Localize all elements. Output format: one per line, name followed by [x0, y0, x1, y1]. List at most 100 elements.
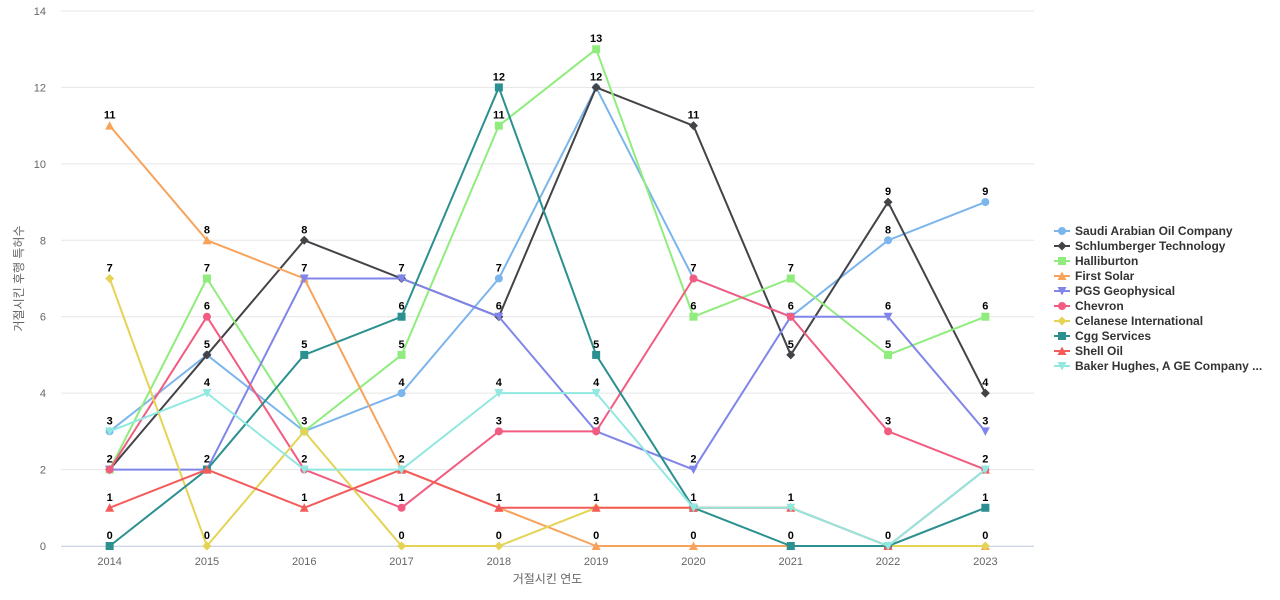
legend-item[interactable]: Saudi Arabian Oil Company	[1054, 224, 1233, 238]
series-7	[105, 274, 990, 551]
data-label: 5	[398, 339, 404, 351]
legend-item[interactable]: PGS Geophysical	[1054, 284, 1175, 298]
legend-symbol	[1057, 362, 1067, 371]
y-axis: 0 2 4 6 8 10 12 14	[34, 6, 46, 553]
data-point	[884, 236, 893, 245]
x-tick-label: 2021	[779, 556, 803, 568]
data-label: 8	[204, 224, 210, 236]
data-point	[397, 465, 407, 475]
data-label: 5	[788, 339, 794, 351]
data-point	[300, 350, 309, 359]
data-label: 13	[590, 33, 602, 45]
data-point	[202, 541, 212, 551]
data-point	[494, 503, 504, 512]
data-point	[688, 121, 698, 131]
x-tick-label: 2017	[389, 556, 413, 568]
data-label: 2	[301, 454, 307, 466]
data-label: 1	[690, 492, 696, 504]
data-label: 0	[204, 530, 210, 542]
legend-label: Halliburton	[1075, 254, 1138, 268]
series-4	[105, 121, 990, 550]
legend-item[interactable]: First Solar	[1054, 269, 1135, 283]
data-label: 4	[982, 377, 989, 389]
data-label: 5	[301, 339, 307, 351]
data-point	[494, 541, 504, 551]
series-5	[105, 274, 990, 475]
data-point	[786, 503, 796, 513]
data-label: 7	[107, 263, 113, 275]
data-label: 7	[496, 263, 502, 275]
data-point	[980, 388, 990, 398]
x-tick-label: 2014	[97, 556, 121, 568]
data-point	[202, 274, 211, 283]
data-label: 0	[788, 530, 794, 542]
data-point	[397, 503, 406, 512]
data-label: 8	[301, 224, 307, 236]
data-label: 11	[493, 110, 505, 122]
legend-symbol	[1057, 271, 1067, 280]
data-point	[494, 312, 504, 322]
data-label: 2	[982, 454, 988, 466]
series-10	[105, 389, 990, 551]
data-label: 7	[301, 263, 307, 275]
data-point	[689, 274, 698, 283]
x-tick-label: 2022	[876, 556, 900, 568]
data-point	[786, 350, 796, 360]
data-label: 11	[104, 110, 116, 122]
data-label: 6	[982, 301, 988, 313]
legend-item[interactable]: Baker Hughes, A GE Company ...	[1054, 359, 1262, 373]
data-point	[105, 121, 115, 130]
data-point	[299, 274, 309, 283]
data-label: 12	[590, 71, 602, 83]
data-label: 6	[885, 301, 891, 313]
data-label: 6	[398, 301, 404, 313]
legend-label: Celanese International	[1075, 314, 1203, 328]
data-label: 2	[204, 454, 210, 466]
series-line	[108, 277, 986, 509]
series-layer	[105, 45, 990, 551]
legend-symbol	[1058, 227, 1066, 235]
series-line	[109, 468, 986, 547]
x-axis: 2014 2015 2016 2017 2018 2019 2020 2021 2022 2023	[61, 546, 1034, 568]
legend-item[interactable]: Halliburton	[1054, 254, 1138, 268]
data-point	[299, 426, 309, 436]
y-tick-label: 14	[34, 6, 46, 18]
data-label: 3	[593, 415, 599, 427]
legend-item[interactable]: Cgg Services	[1054, 329, 1151, 343]
data-point	[397, 312, 406, 321]
legend-symbol	[1057, 316, 1067, 326]
data-label: 0	[885, 530, 891, 542]
data-label: 5	[204, 339, 210, 351]
data-label: 2	[690, 454, 696, 466]
legend-symbol	[1058, 332, 1066, 340]
legend-item[interactable]: Celanese International	[1054, 314, 1203, 328]
data-point	[688, 465, 698, 475]
series-line	[108, 48, 986, 471]
data-label: 0	[593, 530, 599, 542]
data-point	[688, 503, 698, 513]
series-2	[105, 82, 990, 475]
series-line	[108, 278, 986, 547]
y-tick-label: 6	[40, 312, 46, 324]
legend-symbol	[1057, 346, 1067, 355]
data-labels: 1173210876542087532176542101211764310131…	[104, 33, 989, 542]
series-line	[109, 86, 986, 433]
legend-label: First Solar	[1075, 269, 1135, 283]
data-label: 6	[690, 301, 696, 313]
series-line	[109, 86, 986, 547]
data-label: 6	[788, 301, 794, 313]
data-point	[688, 541, 698, 550]
legend-item[interactable]: Chevron	[1054, 299, 1124, 313]
data-point	[981, 312, 990, 321]
data-point	[397, 350, 406, 359]
legend-item[interactable]: Shell Oil	[1054, 344, 1123, 358]
legend-item[interactable]: Schlumberger Technology	[1054, 239, 1226, 253]
data-label: 3	[496, 415, 502, 427]
data-label: 4	[593, 377, 600, 389]
data-point	[591, 389, 601, 398]
data-point	[494, 274, 503, 283]
data-point	[105, 427, 115, 436]
data-point	[980, 541, 990, 551]
